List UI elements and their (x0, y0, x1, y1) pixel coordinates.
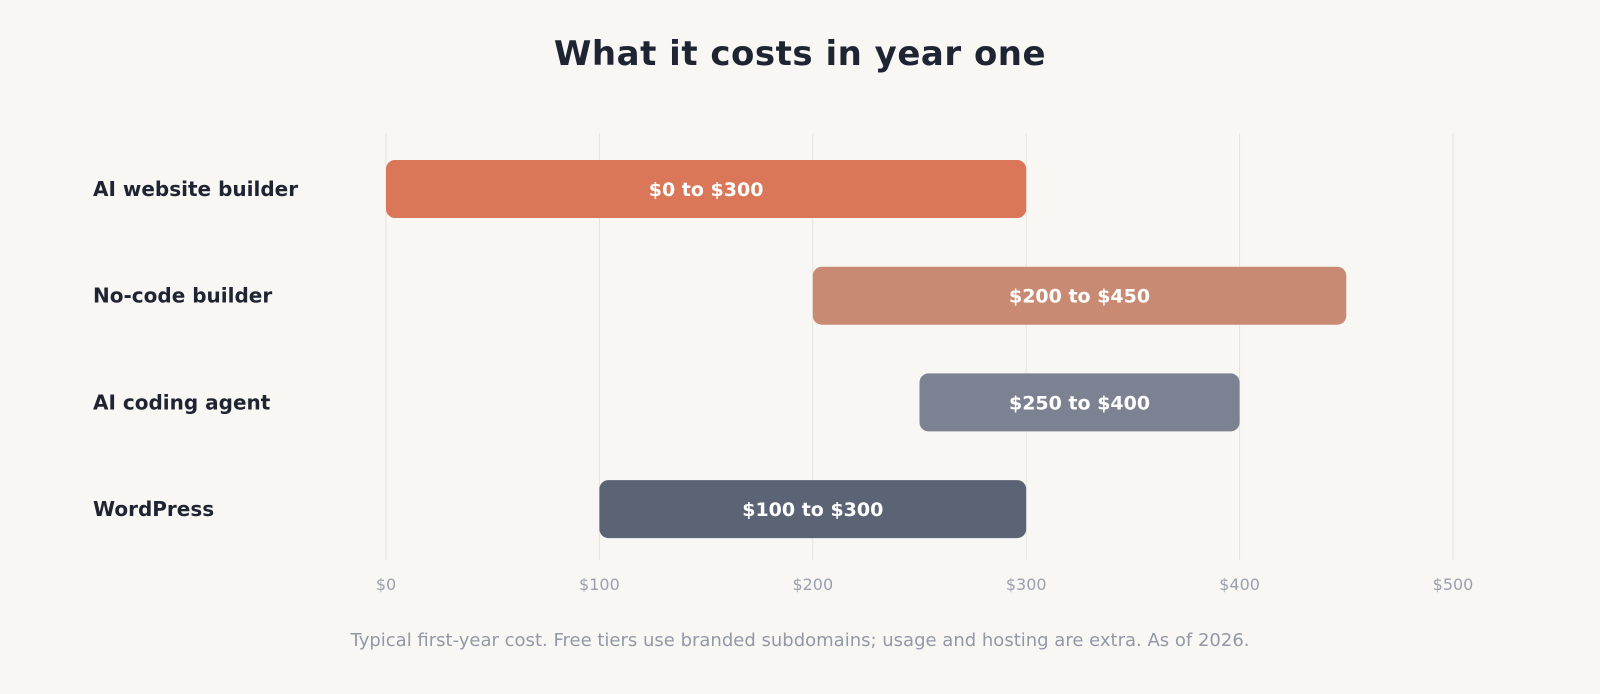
range-bar (599, 480, 1027, 539)
bar-data-label: $250 to $400 (1009, 392, 1150, 414)
chart-title: What it costs in year one (553, 34, 1047, 74)
x-tick-label: $200 (792, 575, 833, 594)
bar-data-label: $100 to $300 (742, 499, 883, 521)
bars: $0 to $300 $200 to $450 $250 to $400 $100 t… (386, 160, 1347, 539)
bar-data-label: $200 to $450 (1009, 286, 1150, 308)
category-label: AI website builder (93, 177, 298, 201)
x-tick-label: $100 (579, 575, 620, 594)
x-tick-label: $400 (1219, 575, 1260, 594)
category-label: WordPress (93, 497, 214, 521)
x-tick-labels: $0 $100 $200 $300 $400 $500 (376, 575, 1474, 594)
bar-data-label: $0 to $300 (649, 179, 764, 201)
range-bar (812, 266, 1347, 325)
category-label: AI coding agent (93, 390, 271, 414)
category-labels: AI website builder No-code builder AI codi… (93, 177, 298, 521)
x-tick-label: $500 (1433, 575, 1474, 594)
range-bar (919, 373, 1240, 432)
x-tick-label: $300 (1006, 575, 1047, 594)
footnote: Typical first-year cost. Free tiers use … (350, 630, 1250, 651)
category-label: No-code builder (93, 284, 272, 308)
x-tick-label: $0 (376, 575, 396, 594)
range-bar (386, 160, 1027, 218)
